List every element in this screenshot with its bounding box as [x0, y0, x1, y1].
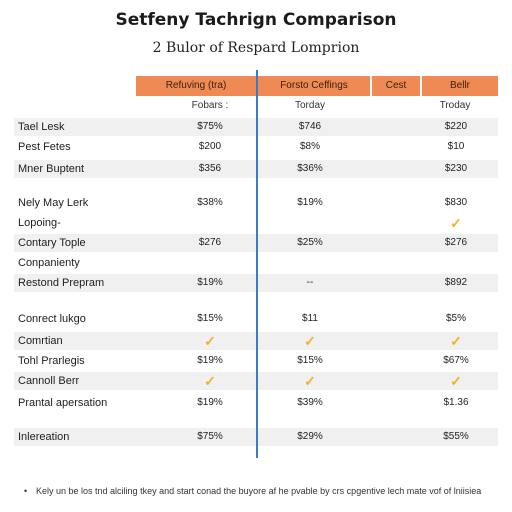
row-label: Comrtian [18, 335, 63, 347]
row-label: Contary Tople [18, 237, 86, 249]
row-label: Pest Fetes [18, 141, 71, 153]
table-row: Tohl Prarlegis $19% $15% $67% [14, 352, 498, 370]
column-header-1: Refuving (tra) [136, 76, 256, 96]
row-label: Mner Buptent [18, 163, 85, 175]
table-row: Nely May Lerk $38% $19% $830 [14, 194, 498, 212]
cell-value: $5% [445, 313, 466, 324]
cell-value: $892 [444, 277, 468, 288]
check-icon: ✓ [204, 373, 216, 389]
cell-value: $830 [444, 197, 468, 208]
cell-value: $1.36 [443, 397, 469, 408]
footnote-text: Kely un be los tnd alciling tkey and sta… [36, 486, 482, 496]
check-icon: ✓ [204, 333, 216, 349]
row-label: Conpanienty [18, 257, 80, 269]
cell-value: $75% [197, 121, 223, 132]
bullet-icon: • [24, 486, 28, 496]
table-row: Prantal apersation $19% $39% $1.36 [14, 394, 498, 412]
cell-value: $25% [297, 237, 323, 248]
cell-value: $55% [443, 431, 469, 442]
cell-value: $15% [197, 313, 223, 324]
check-icon: ✓ [450, 373, 462, 389]
row-label: Lopoing- [18, 217, 61, 229]
cell-value: $15% [297, 355, 323, 366]
row-label: Restond Prepram [18, 277, 105, 289]
cell-value: $29% [297, 431, 323, 442]
cell-value: $19% [197, 277, 223, 288]
column-header-3: Cest [372, 76, 420, 96]
column-subheader-4: Troday [439, 100, 471, 111]
cell-value: $75% [197, 431, 223, 442]
page-title: Setfeny Tachrign Comparison [115, 10, 397, 30]
cell-value: $39% [297, 397, 323, 408]
cell-value: $19% [197, 397, 223, 408]
row-label: Conrect lukgo [18, 313, 86, 325]
cell-value: $10 [447, 141, 465, 152]
column-subheader-1: Fobars : [191, 100, 229, 111]
cell-value: -- [306, 277, 314, 288]
row-label: Cannoll Berr [18, 375, 80, 387]
cell-value: $36% [297, 163, 323, 174]
cell-value: $276 [444, 237, 468, 248]
column-subheader-2: Torday [294, 100, 325, 111]
footnote: • Kely un be los tnd alciling tkey and s… [24, 486, 496, 497]
cell-value: $67% [443, 355, 469, 366]
row-label: Inlereation [18, 431, 70, 443]
cell-value: $220 [444, 121, 468, 132]
column-header-4: Bellr [422, 76, 498, 96]
table-row: Pest Fetes $200 $8% $10 [14, 138, 498, 156]
cell-value: $11 [302, 313, 318, 324]
cell-value: $200 [198, 141, 222, 152]
table-row: Lopoing- ✓ [14, 214, 498, 232]
row-label: Prantal apersation [18, 397, 108, 409]
cell-value: $38% [197, 197, 223, 208]
table-row: Conpanienty [14, 254, 498, 272]
row-label: Nely May Lerk [18, 197, 89, 209]
row-label: Tohl Prarlegis [18, 355, 85, 367]
column-header-2: Forsto Ceffings [258, 76, 370, 96]
check-icon: ✓ [304, 373, 316, 389]
cell-value: $19% [197, 355, 223, 366]
cell-value: $276 [198, 237, 222, 248]
column-divider [256, 70, 258, 458]
check-icon: ✓ [304, 333, 316, 349]
cell-value [175, 214, 245, 232]
cell-value: $230 [444, 163, 468, 174]
check-icon: ✓ [450, 333, 462, 349]
cell-value [275, 214, 345, 232]
table-row: Conrect lukgo $15% $11 $5% [14, 310, 498, 328]
cell-value: $19% [297, 197, 323, 208]
cell-value: $8% [299, 141, 320, 152]
check-icon: ✓ [450, 215, 462, 231]
cell-value: $746 [298, 121, 322, 132]
page-subtitle: 2 Bulor of Respard Lomprion [152, 40, 360, 56]
cell-value: $356 [198, 163, 222, 174]
row-label: Tael Lesk [18, 121, 65, 133]
